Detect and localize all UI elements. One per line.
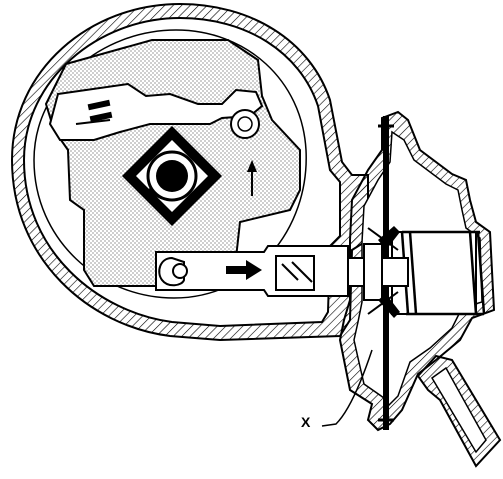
pivot-pin [230,109,260,139]
callout-leader [321,349,373,427]
rocker-lever [48,82,264,141]
eccentric-cam [122,126,222,226]
pull-rod [347,226,409,318]
rotation-arrow-icon [247,160,257,196]
callout-label-x: X [301,414,311,430]
motion-arrow-icon [226,260,262,280]
outlet-pipe [416,354,502,468]
